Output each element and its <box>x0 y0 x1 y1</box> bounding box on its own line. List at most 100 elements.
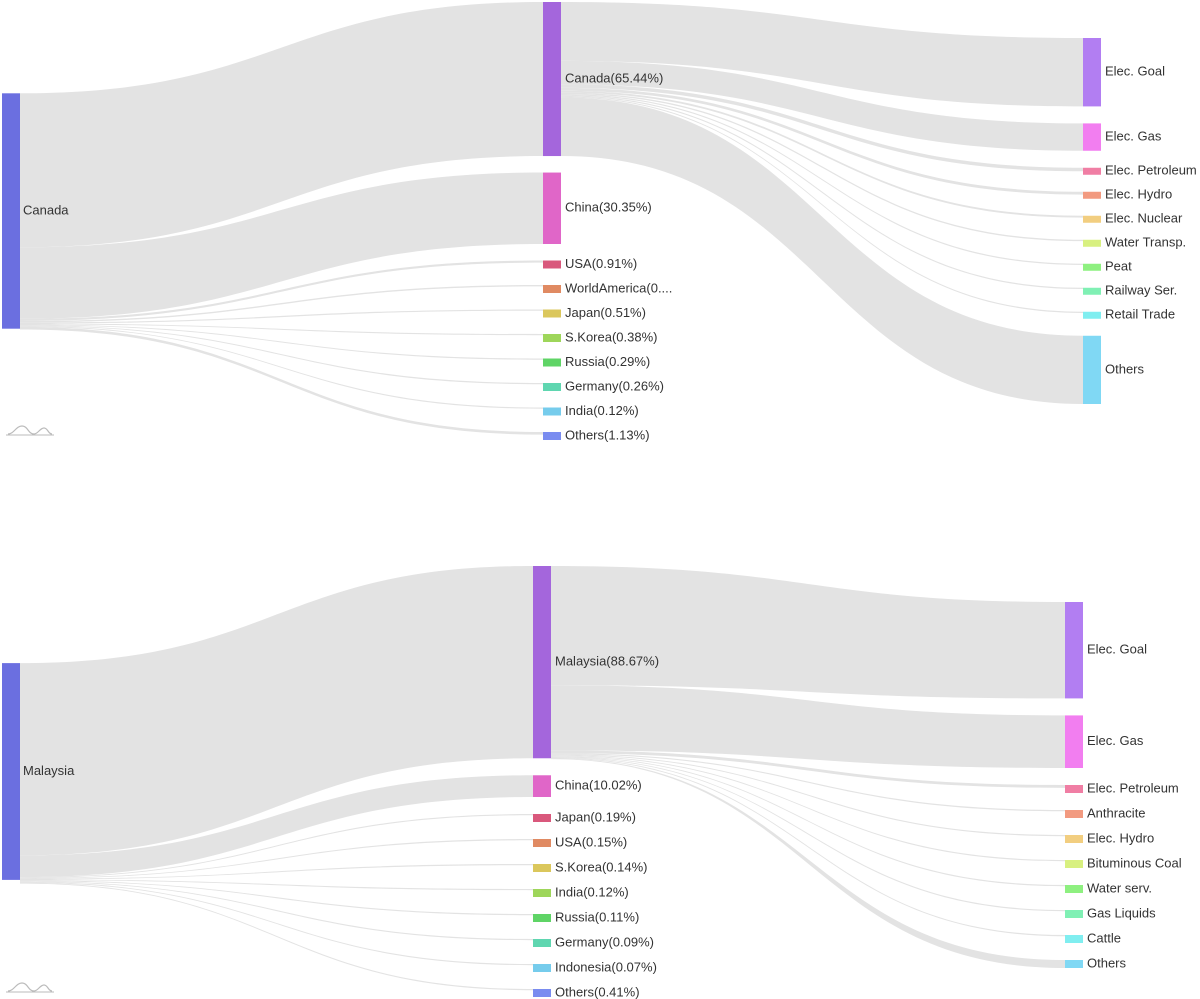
country-node[interactable] <box>543 334 561 342</box>
link-country-to-sector-3 <box>561 87 1083 195</box>
country-node[interactable] <box>533 839 551 847</box>
sector-node[interactable] <box>1065 960 1083 968</box>
link-source-to-3 <box>20 285 543 323</box>
country-node-label: S.Korea(0.38%) <box>565 329 658 344</box>
chart-logo-malaysia <box>6 982 54 993</box>
sector-node[interactable] <box>1065 602 1083 699</box>
sector-node[interactable] <box>1083 239 1101 247</box>
country-node[interactable] <box>533 864 551 872</box>
link-country-to-sector-0 <box>561 2 1083 107</box>
sector-node[interactable] <box>1083 311 1101 319</box>
source-node[interactable] <box>2 663 20 880</box>
country-node[interactable] <box>543 358 561 367</box>
country-node-label: Russia(0.11%) <box>555 909 639 924</box>
country-node[interactable] <box>533 889 551 897</box>
link-source-to-4 <box>20 864 533 880</box>
country-node-label: India(0.12%) <box>565 403 639 418</box>
sector-node[interactable] <box>1065 835 1083 843</box>
sector-node-label: Others <box>1087 955 1127 970</box>
sector-node[interactable] <box>1065 860 1083 868</box>
sector-node[interactable] <box>1083 215 1101 223</box>
sector-node-label: Elec. Hydro <box>1087 830 1154 845</box>
link-source-to-8 <box>20 326 543 409</box>
sector-node-label: Cattle <box>1087 930 1121 945</box>
sector-node[interactable] <box>1083 167 1101 175</box>
link-country-to-sector-9 <box>551 758 1065 968</box>
country-node-label: China(30.35%) <box>565 200 652 215</box>
country-node[interactable] <box>543 383 561 391</box>
link-source-to-8 <box>20 881 533 966</box>
link-country-to-sector-1 <box>551 685 1065 768</box>
sector-node[interactable] <box>1083 287 1101 295</box>
country-node-label: Malaysia(88.67%) <box>555 654 659 669</box>
sector-node[interactable] <box>1083 123 1101 151</box>
sector-node-label: Others <box>1105 361 1145 376</box>
link-country-to-sector-1 <box>561 60 1083 151</box>
country-node-label: Others(1.13%) <box>565 427 650 442</box>
sector-node[interactable] <box>1065 885 1083 893</box>
sector-node[interactable] <box>1065 910 1083 918</box>
link-source-to-1 <box>20 172 543 319</box>
link-country-to-sector-6 <box>551 755 1065 887</box>
country-node[interactable] <box>533 939 551 947</box>
country-node-label: India(0.12%) <box>555 884 629 899</box>
sector-node-label: Retail Trade <box>1105 307 1175 322</box>
country-node[interactable] <box>533 566 551 759</box>
sector-node[interactable] <box>1065 935 1083 943</box>
link-layer <box>20 566 1065 991</box>
link-country-to-sector-4 <box>561 90 1083 218</box>
link-country-to-sector-0 <box>551 566 1065 699</box>
sector-node-label: Anthracite <box>1087 805 1146 820</box>
country-node-label: Japan(0.19%) <box>555 809 636 824</box>
country-node-label: Others(0.41%) <box>555 984 640 999</box>
sector-node-label: Elec. Hydro <box>1105 187 1172 202</box>
sector-node-label: Elec. Petroleum <box>1087 780 1179 795</box>
sector-node[interactable] <box>1083 263 1101 271</box>
sector-node-label: Elec. Goal <box>1105 64 1165 79</box>
country-node-label: Germany(0.09%) <box>555 934 654 949</box>
country-node[interactable] <box>543 260 561 269</box>
country-node[interactable] <box>533 989 551 997</box>
node-layer: Canada Canada(65.44%) China(30.35%) USA(0.9… <box>2 2 1197 442</box>
country-node[interactable] <box>533 775 551 797</box>
country-node-label: S.Korea(0.14%) <box>555 859 648 874</box>
sector-node-label: Water Transp. <box>1105 235 1186 250</box>
node-layer: Malaysia Malaysia(88.67%) China(10.02%) Jap… <box>2 566 1182 999</box>
country-node[interactable] <box>543 432 561 440</box>
wave-logo-icon <box>7 425 53 435</box>
source-node[interactable] <box>2 93 20 329</box>
country-node-label: Japan(0.51%) <box>565 305 646 320</box>
sector-node[interactable] <box>1083 335 1101 404</box>
country-node[interactable] <box>543 285 561 293</box>
link-country-to-sector-3 <box>551 753 1065 812</box>
link-country-to-sector-6 <box>561 94 1083 265</box>
sector-node-label: Railway Ser. <box>1105 283 1177 298</box>
sector-node-label: Elec. Nuclear <box>1105 211 1183 226</box>
country-node[interactable] <box>533 914 551 922</box>
country-node[interactable] <box>543 407 561 416</box>
sector-node[interactable] <box>1083 191 1101 199</box>
sector-node[interactable] <box>1065 810 1083 818</box>
country-node[interactable] <box>533 964 551 972</box>
link-country-to-sector-9 <box>561 97 1083 404</box>
link-source-to-9 <box>20 882 533 991</box>
link-country-to-sector-2 <box>551 750 1065 788</box>
country-node[interactable] <box>533 814 551 822</box>
sector-node[interactable] <box>1065 785 1083 793</box>
link-country-to-sector-8 <box>561 96 1083 313</box>
link-source-to-2 <box>20 260 543 321</box>
country-node[interactable] <box>543 172 561 244</box>
country-node[interactable] <box>543 2 561 157</box>
sector-node[interactable] <box>1083 38 1101 107</box>
sector-node[interactable] <box>1065 715 1083 768</box>
country-node-label: Indonesia(0.07%) <box>555 959 657 974</box>
country-node[interactable] <box>543 309 561 318</box>
link-source-to-5 <box>20 879 533 891</box>
country-node-label: Russia(0.29%) <box>565 354 650 369</box>
country-node-label: USA(0.91%) <box>565 256 637 271</box>
source-node-label: Malaysia <box>23 763 75 778</box>
link-source-to-6 <box>20 324 543 360</box>
sector-node-label: Elec. Petroleum <box>1105 163 1197 178</box>
link-source-to-9 <box>20 326 543 435</box>
link-source-to-6 <box>20 880 533 916</box>
